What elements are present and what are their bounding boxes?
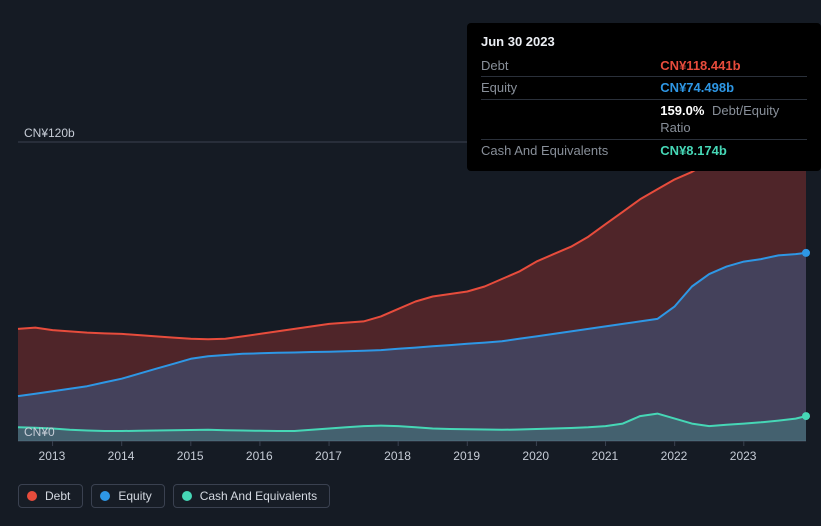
tooltip-row-label bbox=[481, 99, 660, 139]
tooltip-row-label: Debt bbox=[481, 55, 660, 77]
x-axis-tick-label: 2016 bbox=[246, 449, 273, 463]
financials-chart: CN¥120b CN¥0 2013 2014 2015 2016 2017 2018 201… bbox=[0, 0, 821, 526]
legend-label: Cash And Equivalents bbox=[200, 489, 317, 503]
legend-dot-icon bbox=[182, 491, 192, 501]
tooltip-row-value: CN¥118.441b bbox=[660, 58, 740, 73]
x-axis-tick-label: 2014 bbox=[108, 449, 135, 463]
legend-dot-icon bbox=[100, 491, 110, 501]
legend-label: Equity bbox=[118, 489, 151, 503]
tooltip-row-value: CN¥74.498b bbox=[660, 80, 734, 95]
legend-label: Debt bbox=[45, 489, 70, 503]
x-axis-tick-label: 2018 bbox=[384, 449, 411, 463]
chart-tooltip: Jun 30 2023 Debt CN¥118.441b Equity CN¥7… bbox=[467, 23, 821, 171]
y-axis-label-bottom: CN¥0 bbox=[24, 425, 55, 439]
legend-dot-icon bbox=[27, 491, 37, 501]
x-axis-tick-label: 2019 bbox=[453, 449, 480, 463]
x-axis-tick-label: 2017 bbox=[315, 449, 342, 463]
legend-item-equity[interactable]: Equity bbox=[91, 484, 164, 508]
y-axis-label-top: CN¥120b bbox=[24, 126, 75, 140]
tooltip-row-label: Cash And Equivalents bbox=[481, 139, 660, 161]
legend-item-debt[interactable]: Debt bbox=[18, 484, 83, 508]
legend-item-cash[interactable]: Cash And Equivalents bbox=[173, 484, 330, 508]
x-axis-tick-label: 2021 bbox=[592, 449, 619, 463]
x-axis-tick-label: 2020 bbox=[522, 449, 549, 463]
x-axis-tick-label: 2023 bbox=[730, 449, 757, 463]
x-axis-tick-label: 2022 bbox=[661, 449, 688, 463]
tooltip-date: Jun 30 2023 bbox=[481, 33, 807, 51]
chart-legend: Debt Equity Cash And Equivalents bbox=[18, 484, 330, 508]
tooltip-row-label: Equity bbox=[481, 77, 660, 100]
x-axis-tick-label: 2015 bbox=[177, 449, 204, 463]
tooltip-table: Debt CN¥118.441b Equity CN¥74.498b 159.0… bbox=[481, 55, 807, 162]
x-axis-tick-label: 2013 bbox=[39, 449, 66, 463]
tooltip-row-value: 159.0% bbox=[660, 103, 704, 118]
tooltip-row-value: CN¥8.174b bbox=[660, 143, 726, 158]
